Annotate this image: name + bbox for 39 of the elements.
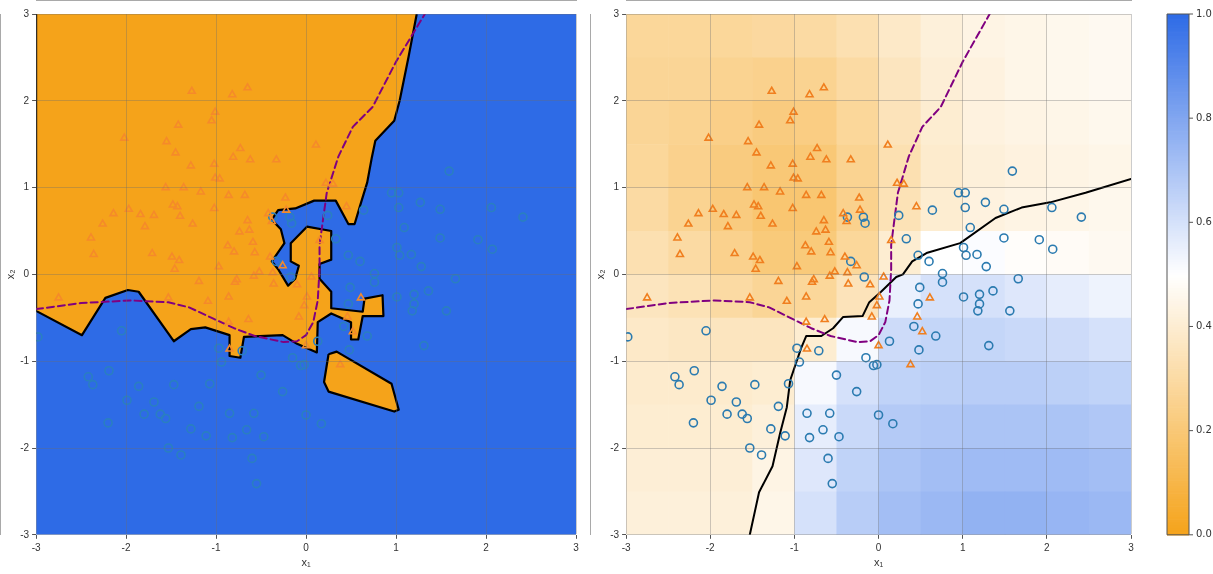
y-tick-label: 3: [23, 7, 30, 19]
y-tick-label: 2: [23, 94, 30, 106]
y-tick-label: -3: [20, 528, 30, 540]
color-bar-label: 0.0: [1196, 528, 1212, 540]
x-tick-label: -1: [789, 541, 800, 553]
y-axis-title: x₂: [593, 269, 606, 280]
color-bar-label: 1.0: [1196, 7, 1212, 19]
y-axis-title: x₂: [3, 269, 16, 280]
y-tick-label: 1: [23, 181, 30, 193]
x-tick-label: 3: [573, 541, 580, 553]
x-tick-label: 2: [1044, 541, 1051, 553]
y-tick-label: -1: [610, 354, 620, 366]
x-tick-label: -3: [621, 541, 631, 553]
color-bar-label: 0.8: [1196, 111, 1212, 123]
x-tick-label: 2: [483, 541, 490, 553]
x-tick-label: 0: [875, 541, 882, 553]
line-series: [626, 14, 991, 344]
color-bar-label: 0.2: [1196, 424, 1212, 436]
x-tick-label: -3: [31, 541, 41, 553]
y-tick-label: 2: [613, 94, 620, 106]
y-tick-label: 3: [613, 7, 620, 19]
x-axis-title: x₁: [301, 556, 311, 569]
x-tick-label: -1: [211, 541, 221, 553]
y-tick-label: 1: [613, 181, 620, 193]
y-tick-label: 0: [23, 268, 30, 280]
x-tick-label: 3: [1128, 541, 1135, 553]
y-tick-label: 0: [613, 268, 620, 280]
x-tick-label: -2: [705, 541, 716, 553]
y-tick-label: -2: [610, 441, 620, 453]
y-tick-label: -3: [610, 528, 620, 540]
x-tick-label: 0: [303, 541, 310, 553]
x-tick-label: -2: [121, 541, 131, 553]
y-tick-label: -1: [20, 354, 30, 366]
y-tick-label: -2: [20, 441, 30, 453]
x-tick-label: 1: [959, 541, 966, 553]
color-bar-label: 0.4: [1196, 320, 1212, 332]
x-tick-label: 1: [393, 541, 400, 553]
x-axis-title: x₁: [873, 556, 884, 569]
color-bar-label: 0.6: [1196, 215, 1212, 227]
